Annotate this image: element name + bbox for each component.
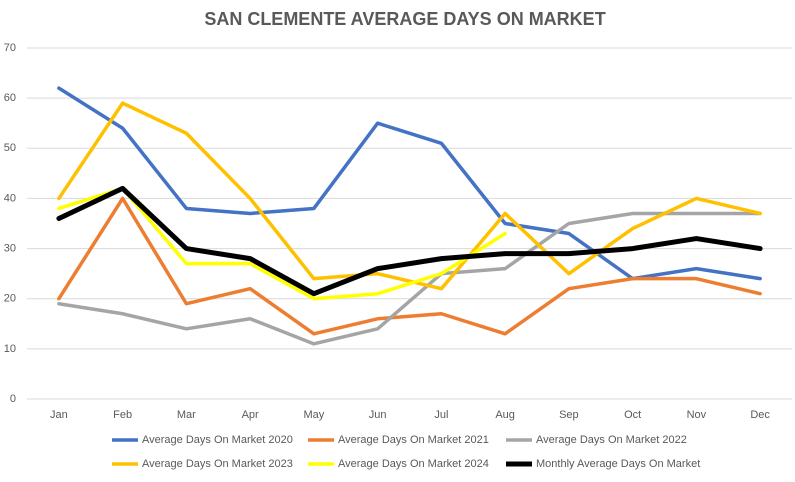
line-series [57, 86, 762, 281]
x-tick-label: Mar [177, 409, 196, 421]
x-tick-label: Jun [369, 409, 387, 421]
legend-label: Monthly Average Days On Market [536, 458, 700, 470]
x-tick-label: Sep [559, 409, 579, 421]
legend-label: Average Days On Market 2020 [142, 434, 293, 446]
line-series [57, 211, 762, 346]
x-tick-label: Dec [750, 409, 770, 421]
x-tick-label: Nov [687, 409, 707, 421]
y-tick-label: 10 [4, 343, 16, 355]
legend-label: Average Days On Market 2022 [536, 434, 687, 446]
line-series [56, 185, 763, 297]
x-tick-label: Feb [113, 409, 132, 421]
y-tick-label: 0 [10, 393, 16, 405]
x-tick-label: Jan [50, 409, 68, 421]
chart-title: SAN CLEMENTE AVERAGE DAYS ON MARKET [204, 9, 605, 29]
x-tick-label: Aug [495, 409, 515, 421]
legend-label: Average Days On Market 2021 [338, 434, 489, 446]
line-series [57, 196, 762, 336]
x-tick-label: Oct [624, 409, 641, 421]
x-tick-label: May [303, 409, 324, 421]
legend-label: Average Days On Market 2023 [142, 458, 293, 470]
legend-label: Average Days On Market 2024 [338, 458, 489, 470]
x-tick-label: Apr [242, 409, 259, 421]
line-series [57, 101, 762, 291]
y-tick-label: 20 [4, 293, 16, 305]
y-tick-label: 70 [4, 42, 16, 54]
y-tick-label: 50 [4, 142, 16, 154]
y-tick-label: 40 [4, 192, 16, 204]
y-tick-label: 60 [4, 92, 16, 104]
x-tick-label: Jul [434, 409, 448, 421]
y-tick-label: 30 [4, 242, 16, 254]
